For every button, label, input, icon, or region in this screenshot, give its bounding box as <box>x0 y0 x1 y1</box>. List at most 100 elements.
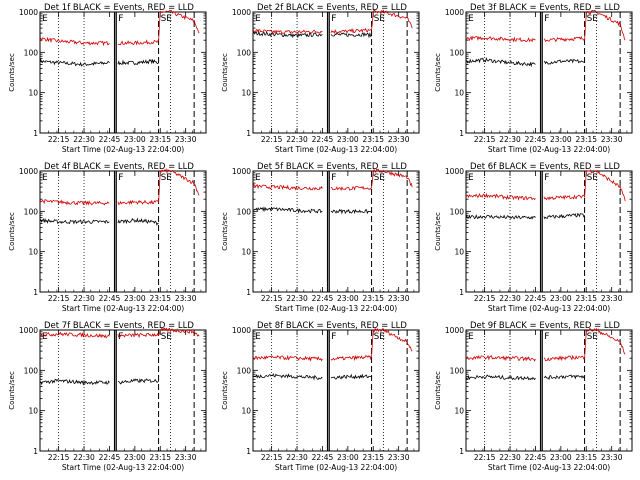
events-series-line <box>39 58 110 67</box>
y-axis-label: Counts/sec <box>8 371 16 410</box>
x-tick-label: 23:00 <box>337 135 359 144</box>
annotation-f: F <box>544 173 549 183</box>
annotation-e: E <box>468 14 474 24</box>
annotation-f: F <box>331 173 336 183</box>
y-tick-label: 1000 <box>232 167 251 176</box>
events-series-line <box>465 374 536 381</box>
annotation-e: E <box>468 173 474 183</box>
y-tick-label: 10 <box>454 89 464 98</box>
plot-frame <box>39 170 207 293</box>
x-axis-label: Start Time (02-Aug-13 22:04:00) <box>275 145 397 154</box>
annotation-f: F <box>331 332 336 342</box>
y-tick-label: 10 <box>454 248 464 257</box>
x-tick-label: 23:00 <box>124 453 146 462</box>
y-tick-label: 1 <box>459 288 464 297</box>
x-tick-label: 22:15 <box>474 453 496 462</box>
x-tick-label: 22:30 <box>286 294 308 303</box>
detector-panel-8: Det 8f BLACK = Events, RED = LLD 1 10 100 10… <box>221 321 420 472</box>
y-tick-label: 100 <box>24 48 39 57</box>
plot-frame <box>39 329 207 452</box>
annotation-e: E <box>255 14 261 24</box>
x-axis-label: Start Time (02-Aug-13 22:04:00) <box>62 463 184 472</box>
x-tick-label: 23:00 <box>124 135 146 144</box>
events-series-line <box>117 58 159 66</box>
panel-title: Det 6f BLACK = Events, RED = LLD <box>470 162 620 172</box>
y-tick-label: 1000 <box>19 326 38 335</box>
x-tick-label: 23:30 <box>601 294 623 303</box>
y-tick-label: 10 <box>241 248 251 257</box>
y-axis-label: Counts/sec <box>221 371 229 410</box>
annotation-e: E <box>42 14 48 24</box>
x-tick-label: 22:15 <box>261 294 283 303</box>
events-series-line <box>330 31 372 39</box>
detector-panel-2: Det 2f BLACK = Events, RED = LLD 1 10 100 10… <box>221 3 420 154</box>
y-tick-label: 100 <box>24 366 39 375</box>
y-axis-label: Counts/sec <box>221 53 229 92</box>
y-tick-label: 100 <box>450 366 465 375</box>
y-tick-label: 1 <box>246 288 251 297</box>
x-tick-label: 23:00 <box>124 294 146 303</box>
y-tick-label: 1 <box>459 129 464 138</box>
lld-series-line <box>39 36 110 47</box>
annotation-se: SE <box>587 332 599 342</box>
annotation-se: SE <box>161 332 173 342</box>
panel-title: Det 2f BLACK = Events, RED = LLD <box>257 3 407 13</box>
events-series-line <box>543 58 585 65</box>
x-tick-label: 23:30 <box>601 135 623 144</box>
y-tick-label: 1000 <box>445 326 464 335</box>
x-tick-label: 22:15 <box>261 453 283 462</box>
annotation-f: F <box>544 332 549 342</box>
panel-title: Det 4f BLACK = Events, RED = LLD <box>44 162 194 172</box>
plot-frame <box>252 329 420 452</box>
x-tick-label: 23:15 <box>575 453 597 462</box>
x-tick-label: 23:00 <box>337 453 359 462</box>
x-tick-label: 22:45 <box>99 135 121 144</box>
x-tick-label: 22:15 <box>48 135 70 144</box>
x-tick-label: 23:15 <box>362 453 384 462</box>
y-tick-label: 1000 <box>232 8 251 17</box>
y-axis-label: Counts/sec <box>434 371 442 410</box>
lld-series-line <box>39 199 110 206</box>
annotation-se: SE <box>587 173 599 183</box>
annotation-e: E <box>255 173 261 183</box>
x-tick-label: 23:15 <box>149 453 171 462</box>
annotation-f: F <box>118 173 123 183</box>
lld-series-line <box>543 9 626 43</box>
x-tick-label: 22:15 <box>474 135 496 144</box>
x-tick-label: 23:00 <box>550 453 572 462</box>
panel-title: Det 9f BLACK = Events, RED = LLD <box>470 321 620 331</box>
y-tick-label: 100 <box>237 366 252 375</box>
plot-frame <box>252 170 420 293</box>
x-axis-label: Start Time (02-Aug-13 22:04:00) <box>488 304 610 313</box>
annotation-e: E <box>468 332 474 342</box>
lld-series-line <box>117 327 200 338</box>
x-tick-label: 22:45 <box>525 135 547 144</box>
x-tick-label: 23:30 <box>175 453 197 462</box>
x-tick-label: 23:15 <box>575 135 597 144</box>
y-tick-label: 1 <box>33 447 38 456</box>
x-tick-label: 23:00 <box>550 135 572 144</box>
x-tick-label: 22:15 <box>261 135 283 144</box>
x-tick-label: 22:45 <box>525 453 547 462</box>
y-tick-label: 1000 <box>19 167 38 176</box>
x-axis-label: Start Time (02-Aug-13 22:04:00) <box>62 145 184 154</box>
lld-series-line <box>465 35 536 43</box>
lld-series-line <box>330 9 413 34</box>
x-tick-label: 22:30 <box>286 135 308 144</box>
x-tick-label: 22:45 <box>312 453 334 462</box>
x-axis-label: Start Time (02-Aug-13 22:04:00) <box>488 463 610 472</box>
lld-series-line <box>330 327 413 362</box>
detector-panel-5: Det 5f BLACK = Events, RED = LLD 1 10 100 10… <box>221 162 420 313</box>
lld-series-line <box>252 29 323 35</box>
y-tick-label: 10 <box>28 407 38 416</box>
lld-series-line <box>117 168 200 206</box>
x-tick-label: 22:45 <box>525 294 547 303</box>
x-tick-label: 23:15 <box>575 294 597 303</box>
y-tick-label: 100 <box>237 207 252 216</box>
x-tick-label: 23:30 <box>388 453 410 462</box>
plot-frame <box>252 11 420 134</box>
annotation-se: SE <box>161 173 173 183</box>
panel-title: Det 8f BLACK = Events, RED = LLD <box>257 321 407 331</box>
y-tick-label: 100 <box>237 48 252 57</box>
